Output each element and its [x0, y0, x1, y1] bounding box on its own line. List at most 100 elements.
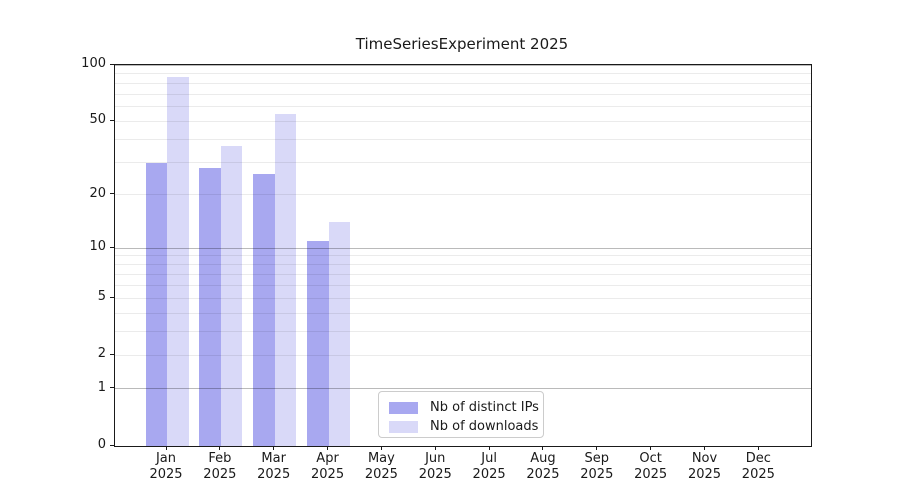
- x-tick-month: Dec: [745, 451, 771, 466]
- gridline-minor-9: [115, 255, 811, 257]
- gridline-minor-4: [115, 312, 811, 314]
- chart-title: TimeSeriesExperiment 2025: [355, 35, 569, 53]
- x-tick-year: 2025: [203, 467, 237, 482]
- gridline-minor-2: [115, 354, 811, 356]
- bar-nb-of-distinct-ips-feb: [199, 168, 221, 446]
- x-tick-month: Apr: [316, 451, 339, 466]
- gridline-minor-7: [115, 273, 811, 275]
- x-tick-mark-jul: [488, 446, 490, 450]
- x-tick-year: 2025: [311, 467, 345, 482]
- x-tick-label-jul: Jul 2025: [461, 451, 517, 483]
- x-tick-mark-oct: [650, 446, 652, 450]
- y-tick-mark-2: [110, 353, 114, 355]
- x-tick-month: Feb: [208, 451, 232, 466]
- y-tick-label-0: 0: [97, 437, 106, 452]
- gridline-minor-6: [115, 284, 811, 286]
- y-tick-mark-10: [110, 246, 114, 248]
- x-tick-year: 2025: [472, 467, 506, 482]
- x-tick-label-nov: Nov 2025: [677, 451, 733, 483]
- x-tick-mark-aug: [542, 446, 544, 450]
- x-tick-month: Oct: [639, 451, 662, 466]
- y-tick-mark-5: [110, 296, 114, 298]
- bar-nb-of-downloads-jan: [167, 77, 189, 446]
- y-tick-label-2: 2: [97, 346, 106, 362]
- x-tick-label-may: May 2025: [353, 451, 409, 483]
- gridline-minor-20: [115, 194, 811, 196]
- gridline-minor-90: [115, 73, 811, 75]
- y-tick-label-50: 50: [89, 112, 106, 128]
- gridline-minor-40: [115, 138, 811, 140]
- legend-item-distinct-ips: Nb of distinct IPs: [389, 399, 539, 416]
- x-tick-label-apr: Apr 2025: [300, 451, 356, 483]
- y-tick-label-5: 5: [97, 289, 106, 305]
- x-tick-year: 2025: [149, 467, 183, 482]
- x-tick-mark-nov: [704, 446, 705, 450]
- legend: Nb of distinct IPs Nb of downloads: [378, 391, 544, 438]
- y-tick-mark-1: [110, 387, 114, 389]
- y-tick-label-20: 20: [89, 185, 106, 201]
- gridline-major-1: [115, 388, 811, 390]
- x-tick-mark-mar: [273, 446, 275, 450]
- x-tick-label-oct: Oct 2025: [623, 451, 679, 483]
- legend-swatch-distinct-ips: [389, 401, 418, 414]
- x-tick-mark-apr: [327, 446, 329, 450]
- x-tick-month: Aug: [530, 451, 556, 466]
- x-tick-month: Sep: [584, 451, 610, 466]
- x-tick-year: 2025: [257, 467, 291, 482]
- x-tick-mark-jun: [434, 446, 436, 450]
- x-tick-label-aug: Aug 2025: [515, 451, 571, 483]
- gridline-minor-70: [115, 93, 811, 95]
- legend-swatch-downloads: [389, 420, 418, 433]
- x-tick-label-dec: Dec 2025: [730, 451, 786, 483]
- y-tick-mark-0: [110, 444, 114, 446]
- gridline-minor-60: [115, 106, 811, 108]
- gridline-major-100: [115, 64, 811, 66]
- bar-nb-of-downloads-apr: [328, 222, 351, 446]
- bar-nb-of-distinct-ips-jan: [145, 162, 167, 446]
- y-tick-mark-100: [110, 63, 114, 65]
- legend-label-downloads: Nb of downloads: [430, 419, 539, 434]
- x-tick-month: Nov: [691, 451, 718, 466]
- bar-nb-of-downloads-mar: [274, 113, 297, 446]
- x-tick-month: Jan: [155, 451, 177, 466]
- x-tick-month: Jun: [425, 451, 446, 466]
- gridline-minor-30: [115, 162, 811, 163]
- x-tick-year: 2025: [526, 467, 560, 482]
- x-tick-mark-sep: [596, 446, 598, 450]
- x-tick-year: 2025: [418, 467, 452, 482]
- x-tick-year: 2025: [634, 467, 668, 482]
- y-tick-label-100: 100: [81, 56, 106, 71]
- x-tick-mark-dec: [757, 446, 759, 450]
- gridline-minor-8: [115, 264, 811, 266]
- x-tick-label-sep: Sep 2025: [569, 451, 625, 483]
- gridline-minor-50: [115, 120, 811, 122]
- x-tick-year: 2025: [580, 467, 614, 482]
- y-tick-mark-20: [110, 193, 114, 195]
- bar-nb-of-downloads-feb: [220, 145, 243, 446]
- gridline-minor-5: [115, 297, 811, 299]
- x-tick-year: 2025: [364, 467, 398, 482]
- x-tick-label-mar: Mar 2025: [246, 451, 302, 483]
- bar-nb-of-distinct-ips-apr: [307, 240, 329, 446]
- legend-label-distinct-ips: Nb of distinct IPs: [430, 400, 539, 415]
- y-tick-mark-50: [110, 119, 114, 121]
- gridline-minor-3: [115, 331, 811, 333]
- x-tick-month: May: [367, 451, 395, 466]
- x-tick-year: 2025: [741, 467, 775, 482]
- x-tick-mark-feb: [219, 446, 221, 450]
- y-tick-label-10: 10: [89, 239, 106, 255]
- x-tick-label-jun: Jun 2025: [407, 451, 463, 483]
- x-tick-month: Jul: [481, 451, 497, 466]
- x-tick-label-jan: Jan 2025: [138, 451, 194, 483]
- gridline-major-10: [115, 247, 811, 249]
- x-tick-mark-jan: [165, 446, 167, 450]
- y-tick-label-1: 1: [97, 379, 106, 395]
- x-tick-year: 2025: [687, 467, 722, 482]
- plot-area: [114, 64, 812, 447]
- x-tick-month: Mar: [261, 451, 286, 466]
- bar-nb-of-distinct-ips-mar: [253, 173, 275, 446]
- x-tick-label-feb: Feb 2025: [192, 451, 248, 483]
- x-tick-mark-may: [380, 446, 382, 450]
- legend-item-downloads: Nb of downloads: [389, 418, 538, 435]
